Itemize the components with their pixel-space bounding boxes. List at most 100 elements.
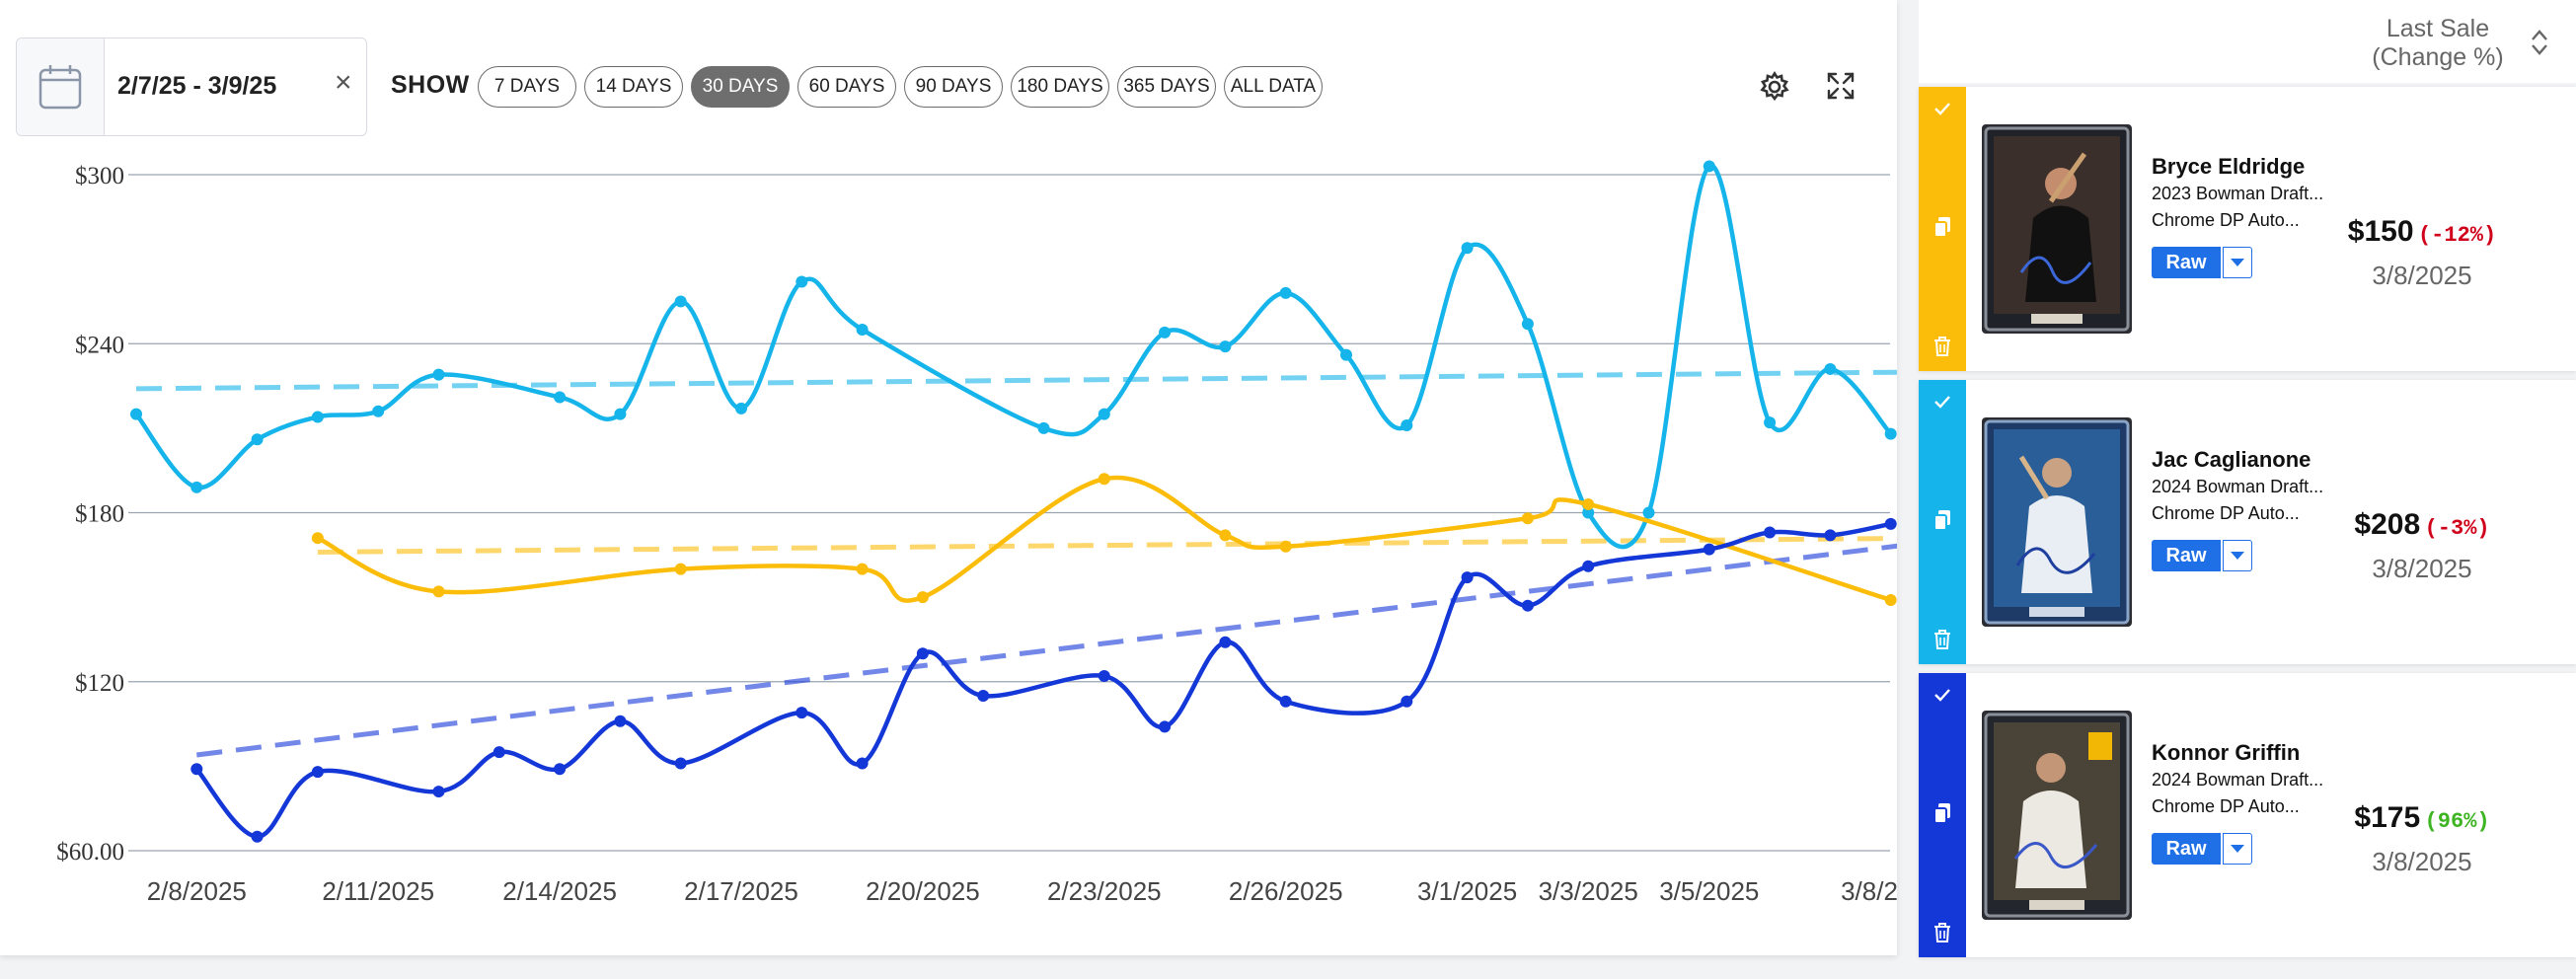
player-name[interactable]: Jac Caglianone (2152, 447, 2311, 472)
player-name[interactable]: Bryce Eldridge (2152, 154, 2306, 179)
data-point-bryce-eldridge (1521, 512, 1534, 525)
calendar-icon (38, 65, 82, 110)
data-point-jac-caglianone (372, 405, 385, 417)
grade-selector[interactable]: Raw (2152, 833, 2252, 865)
period-180-days[interactable]: 180 DAYS (1011, 66, 1109, 108)
check-icon[interactable] (1932, 99, 1952, 118)
card-set: 2024 Bowman Draft... (2152, 477, 2324, 496)
data-point-bryce-eldridge (856, 563, 869, 575)
data-point-jac-caglianone (856, 323, 869, 336)
copy-icon[interactable] (1932, 215, 1952, 239)
y-tick-label: $180 (75, 501, 124, 528)
data-point-konnor-griffin (1521, 599, 1534, 612)
x-tick-label: 2/26/2025 (1229, 876, 1343, 906)
x-tick-label: 2/17/2025 (684, 876, 798, 906)
data-point-konnor-griffin (1401, 695, 1413, 708)
grade-dropdown[interactable] (2223, 833, 2252, 865)
data-point-bryce-eldridge (432, 585, 445, 598)
change-percent: (96%) (2424, 809, 2490, 834)
trash-icon[interactable] (1932, 629, 1952, 650)
data-point-konnor-griffin (977, 690, 990, 703)
change-label: (Change %) (2372, 43, 2504, 71)
calendar-button[interactable] (17, 38, 105, 135)
copy-icon[interactable] (1932, 508, 1952, 532)
data-point-bryce-eldridge (916, 591, 929, 604)
last-sale: $208 (-3%) (2294, 508, 2550, 542)
trend-line-jac-caglianone (135, 369, 1897, 392)
check-icon[interactable] (1932, 685, 1952, 705)
chart-panel (0, 0, 1897, 955)
date-range-text[interactable]: 2/7/25 - 3/9/25 (117, 72, 277, 100)
card-image[interactable] (1982, 417, 2132, 627)
trend-line-konnor-griffin (195, 543, 1897, 758)
last-sale: $150 (-12%) (2294, 215, 2550, 249)
data-point-jac-caglianone (1521, 318, 1534, 331)
card-image[interactable] (1982, 124, 2132, 334)
data-point-jac-caglianone (796, 275, 808, 288)
y-tick-label: $300 (75, 163, 124, 189)
data-point-jac-caglianone (432, 368, 445, 381)
data-point-jac-caglianone (1582, 506, 1595, 519)
expand-icon[interactable] (1826, 71, 1856, 101)
period-14-days[interactable]: 14 DAYS (584, 66, 683, 108)
x-tick-label: 2/14/2025 (502, 876, 617, 906)
card-bryce-eldridge[interactable]: Bryce Eldridge 2023 Bowman Draft... Chro… (1919, 87, 2576, 371)
chevron-down-icon (2231, 259, 2244, 266)
data-point-jac-caglianone (1159, 326, 1172, 339)
data-point-jac-caglianone (554, 391, 567, 404)
data-point-konnor-griffin (1279, 695, 1292, 708)
period-365-days[interactable]: 365 DAYS (1117, 66, 1216, 108)
chevron-down-icon (2231, 845, 2244, 853)
copy-icon[interactable] (1932, 801, 1952, 825)
data-point-bryce-eldridge (1582, 497, 1595, 510)
last-sale: $175 (96%) (2294, 801, 2550, 835)
check-icon[interactable] (1932, 392, 1952, 412)
series-line-konnor-griffin (194, 521, 1892, 839)
data-point-konnor-griffin (1764, 526, 1777, 539)
grade-button[interactable]: Raw (2152, 540, 2221, 571)
change-percent: (-3%) (2424, 516, 2490, 541)
grade-button[interactable]: Raw (2152, 833, 2221, 865)
chevron-down-icon (2231, 552, 2244, 560)
trash-icon[interactable] (1932, 336, 1952, 357)
data-point-jac-caglianone (130, 408, 142, 420)
card-set: 2023 Bowman Draft... (2152, 184, 2324, 203)
period-60-days[interactable]: 60 DAYS (797, 66, 896, 108)
last-sale-header[interactable]: Last Sale (Change %) (2329, 15, 2546, 72)
card-konnor-griffin[interactable]: Konnor Griffin 2024 Bowman Draft... Chro… (1919, 673, 2576, 957)
trash-icon[interactable] (1932, 922, 1952, 943)
period-90-days[interactable]: 90 DAYS (904, 66, 1003, 108)
grade-selector[interactable]: Raw (2152, 540, 2252, 571)
grade-button[interactable]: Raw (2152, 247, 2221, 278)
period-all-data[interactable]: ALL DATA (1224, 66, 1323, 108)
data-point-bryce-eldridge (674, 563, 687, 575)
data-point-konnor-griffin (432, 786, 445, 798)
data-point-konnor-griffin (1703, 543, 1715, 556)
data-point-konnor-griffin (554, 763, 567, 776)
card-image[interactable] (1982, 711, 2132, 920)
price-chart: $300 $240 $180 $120 $60.00 2/8/2025 2/11/2025 2… (56, 160, 1897, 906)
last-sale-date: 3/8/2025 (2372, 554, 2472, 583)
data-point-konnor-griffin (1884, 517, 1897, 530)
player-name[interactable]: Konnor Griffin (2152, 740, 2301, 765)
data-point-konnor-griffin (311, 766, 324, 779)
grade-dropdown[interactable] (2223, 540, 2252, 571)
sort-icon[interactable] (2529, 28, 2550, 57)
data-point-bryce-eldridge (1884, 593, 1897, 606)
gear-icon[interactable] (1759, 71, 1790, 103)
data-point-konnor-griffin (1582, 560, 1595, 572)
grade-dropdown[interactable] (2223, 247, 2252, 278)
grade-selector[interactable]: Raw (2152, 247, 2252, 278)
close-icon[interactable]: × (335, 66, 352, 99)
y-tick-label: $240 (75, 332, 124, 358)
card-jac-caglianone[interactable]: Jac Caglianone 2024 Bowman Draft... Chro… (1919, 380, 2576, 664)
x-tick-label: 2/23/2025 (1047, 876, 1162, 906)
data-point-jac-caglianone (1703, 160, 1715, 173)
period-7-days[interactable]: 7 DAYS (478, 66, 576, 108)
data-point-jac-caglianone (1279, 286, 1292, 299)
data-point-jac-caglianone (1824, 362, 1837, 375)
last-sale-date: 3/8/2025 (2372, 261, 2472, 290)
date-range-picker[interactable]: 2/7/25 - 3/9/25 × (16, 38, 367, 136)
period-30-days[interactable]: 30 DAYS (691, 66, 790, 108)
card-variant: Chrome DP Auto... (2152, 503, 2300, 523)
